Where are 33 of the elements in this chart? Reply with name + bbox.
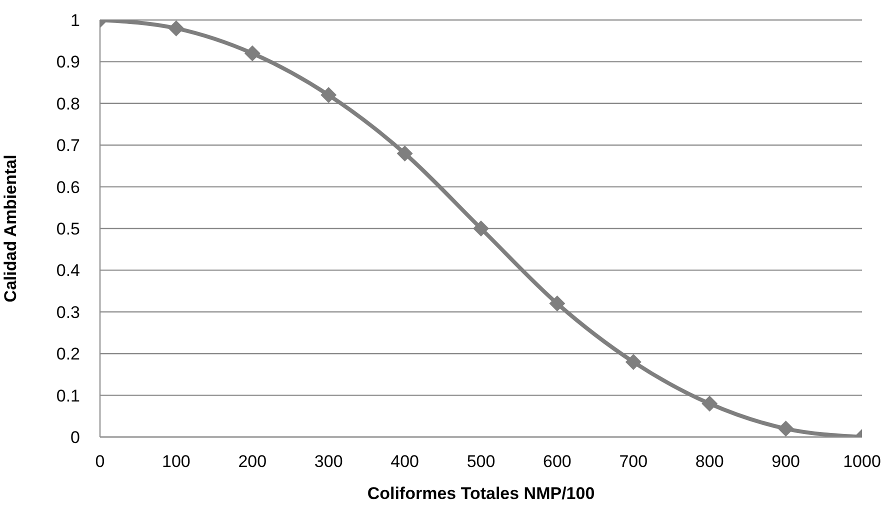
y-tick-label: 0.3 (56, 302, 80, 322)
x-tick-label: 400 (390, 452, 419, 472)
point (549, 296, 566, 312)
point (473, 220, 489, 236)
point (625, 354, 642, 370)
x-tick-label: 100 (162, 452, 190, 472)
point (168, 20, 184, 36)
y-tick-label: 0.6 (56, 178, 80, 197)
y-tick-label: 0.5 (56, 220, 80, 239)
point (244, 45, 260, 62)
y-tick-label: 0.8 (56, 94, 80, 114)
x-tick-label: 700 (619, 452, 648, 472)
x-tick-label: 900 (772, 452, 800, 472)
point (396, 145, 413, 162)
x-tick-label: 1000 (843, 452, 881, 472)
y-tick-label: 0.1 (56, 386, 80, 406)
x-tick-label: 0 (95, 452, 105, 472)
y-tick-label: 0.4 (56, 261, 80, 280)
y-axis-title: Calidad Ambiental (1, 154, 20, 302)
x-tick-label: 500 (466, 452, 496, 472)
point (702, 396, 718, 412)
x-tick-label: 300 (314, 452, 343, 472)
x-tick-label: 800 (695, 452, 724, 472)
point (320, 87, 337, 104)
y-tick-label: 1 (70, 11, 80, 30)
x-axis-title: Coliformes Totales NMP/100 (367, 484, 595, 503)
x-tick-label: 600 (543, 452, 572, 472)
y-tick-label: 0.2 (56, 344, 80, 364)
y-tick-label: 0.9 (56, 52, 80, 72)
x-tick-label: 200 (238, 452, 267, 472)
point (778, 420, 794, 437)
y-tick-label: 0 (70, 428, 80, 448)
y-tick-label: 0.7 (56, 136, 80, 156)
